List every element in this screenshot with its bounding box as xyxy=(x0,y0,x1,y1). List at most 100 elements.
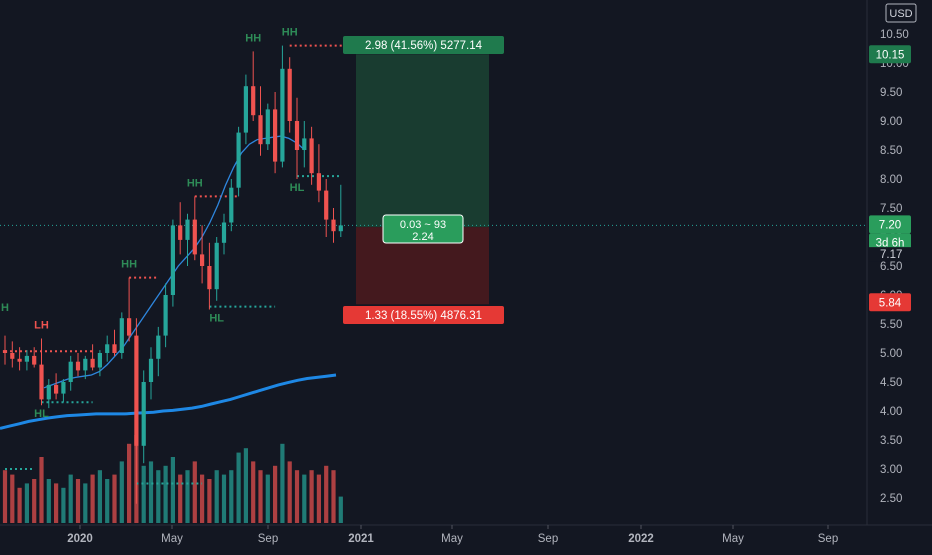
candle-body xyxy=(10,353,15,359)
candle[interactable] xyxy=(192,196,197,261)
candle[interactable] xyxy=(17,347,22,371)
target-price-badge-box xyxy=(869,45,911,64)
candle[interactable] xyxy=(338,184,343,237)
candle-body xyxy=(97,353,102,368)
candle[interactable] xyxy=(251,51,256,121)
time-axis[interactable]: 2020 May Sep 2021 May Sep 2022 May Sep xyxy=(67,525,838,545)
candle[interactable] xyxy=(97,350,102,377)
price-tick-label: 2.50 xyxy=(880,493,902,505)
candle[interactable] xyxy=(265,103,270,150)
candle[interactable] xyxy=(156,326,161,377)
candle-body xyxy=(207,266,212,290)
target-stats-label[interactable]: 2.98 (41.56%) 5277.14 xyxy=(343,36,504,54)
stop-stats-label[interactable]: 1.33 (18.55%) 4876.31 xyxy=(343,306,504,324)
candle[interactable] xyxy=(54,373,59,400)
candle[interactable] xyxy=(24,350,29,371)
risk-reward-line1: 0.03 ~ 93 xyxy=(400,219,446,231)
candle[interactable] xyxy=(134,318,139,504)
candle[interactable] xyxy=(112,329,117,356)
candle[interactable] xyxy=(32,347,37,368)
pivot-label: HH xyxy=(121,259,137,271)
candle[interactable] xyxy=(46,379,51,409)
candle[interactable] xyxy=(61,379,66,403)
candle[interactable] xyxy=(163,283,168,348)
volume-bar xyxy=(90,474,95,523)
candle[interactable] xyxy=(105,335,110,362)
stop-stats-text: 1.33 (18.55%) 4876.31 xyxy=(365,310,482,322)
candle[interactable] xyxy=(185,213,190,266)
last-price-badge[interactable]: 7.20 xyxy=(869,215,911,234)
candle[interactable] xyxy=(273,92,278,174)
target-price-badge[interactable]: 10.15 xyxy=(869,45,911,64)
cursor-price-box xyxy=(869,247,911,262)
volume-bar xyxy=(141,465,146,523)
volume-bar xyxy=(112,474,117,523)
volume-bar xyxy=(163,465,168,523)
volume-bar xyxy=(75,479,81,523)
candle[interactable] xyxy=(39,338,44,406)
candle[interactable] xyxy=(294,97,300,179)
candle[interactable] xyxy=(68,355,73,391)
price-tick-label: 3.00 xyxy=(880,464,902,476)
candle[interactable] xyxy=(200,225,205,284)
candle[interactable] xyxy=(148,347,154,400)
pivot-label: LH xyxy=(34,320,49,332)
candle[interactable] xyxy=(141,370,146,464)
candle-body xyxy=(258,115,263,145)
candle-body xyxy=(243,86,248,133)
volume-bar xyxy=(61,487,66,523)
candle-body xyxy=(156,335,161,359)
candle-body xyxy=(229,187,234,223)
currency-badge[interactable]: USD xyxy=(885,3,917,23)
price-tick-label: 4.50 xyxy=(880,377,902,389)
candle[interactable] xyxy=(127,277,132,342)
candle[interactable] xyxy=(207,242,212,310)
candle-body xyxy=(214,242,219,290)
candle-body xyxy=(192,219,197,255)
candle[interactable] xyxy=(221,213,227,255)
candle-body xyxy=(287,68,292,121)
bar-countdown-badge[interactable]: 3d 6h xyxy=(869,233,911,252)
candle[interactable] xyxy=(214,237,219,301)
candle[interactable] xyxy=(119,312,124,359)
candle[interactable] xyxy=(287,57,292,133)
candle[interactable] xyxy=(90,344,95,371)
candle-body xyxy=(280,68,285,162)
candle[interactable] xyxy=(10,341,15,368)
stop-price-badge[interactable]: 5.84 xyxy=(869,293,911,312)
candle[interactable] xyxy=(229,179,234,232)
stop-price-badge-box xyxy=(869,293,911,312)
candle[interactable] xyxy=(324,179,329,237)
target-stats-text: 2.98 (41.56%) 5277.14 xyxy=(365,40,483,52)
candle[interactable] xyxy=(170,219,175,307)
stop-stats-box xyxy=(343,306,504,324)
volume-bar xyxy=(178,474,183,523)
candle[interactable] xyxy=(178,202,183,255)
candle[interactable] xyxy=(309,126,314,185)
candle[interactable] xyxy=(243,74,248,145)
profit-zone[interactable] xyxy=(356,54,489,228)
candle[interactable] xyxy=(280,45,285,168)
candle-body xyxy=(32,355,37,365)
risk-reward-label[interactable]: 0.03 ~ 932.24 xyxy=(382,214,464,244)
candle[interactable] xyxy=(302,121,307,168)
candle[interactable] xyxy=(331,208,336,243)
volume-bar xyxy=(331,470,336,523)
candle[interactable] xyxy=(83,355,88,380)
price-tick-label: 5.00 xyxy=(880,348,902,360)
candle[interactable] xyxy=(236,126,241,197)
candle[interactable] xyxy=(2,335,8,365)
price-axis[interactable]: 10.5010.009.509.008.508.007.507.006.506.… xyxy=(880,29,909,505)
candle[interactable] xyxy=(258,86,263,156)
candle[interactable] xyxy=(316,144,321,203)
candle-body xyxy=(83,358,88,371)
candle[interactable] xyxy=(75,353,81,377)
volume-bar xyxy=(119,461,124,523)
volume-bar xyxy=(265,474,270,523)
candle-body xyxy=(148,358,154,382)
sma-slow-line[interactable] xyxy=(0,373,337,430)
candle-body xyxy=(112,344,117,353)
candle-body xyxy=(54,384,59,394)
